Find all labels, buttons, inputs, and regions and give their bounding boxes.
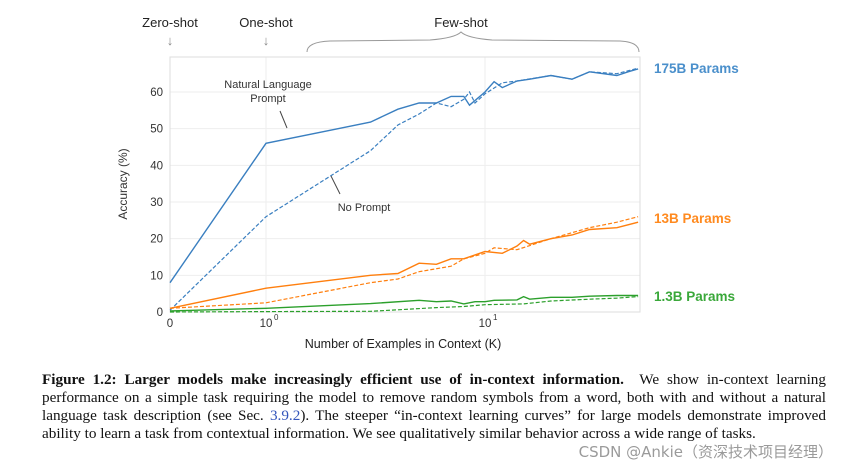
caption-label: Figure 1.2: <box>42 371 117 388</box>
top-label-few-shot: Few-shot <box>434 15 488 30</box>
y-tick-label: 30 <box>150 197 163 209</box>
series-line-175b-params-dashed <box>169 67 639 311</box>
figure-caption: Figure 1.2: Larger models make increasin… <box>42 371 826 443</box>
arrow-one-shot: ↓ <box>263 33 270 48</box>
series-line-1-3b-params-dashed <box>169 296 639 313</box>
section-ref-link[interactable]: 3.9.2 <box>269 407 301 424</box>
x-tick-exponent: 1 <box>493 313 498 322</box>
top-label-one-shot: One-shot <box>239 15 293 30</box>
x-tick-label: 10 <box>479 318 492 330</box>
x-tick-label: 0 <box>167 318 173 330</box>
y-tick-label: 0 <box>157 307 163 319</box>
watermark: CSDN @Ankie（资深技术项目经理） <box>578 443 833 461</box>
x-tick-exponent: 0 <box>274 313 279 322</box>
series-line-13b-params-dashed <box>169 216 639 309</box>
y-tick-label: 20 <box>150 234 163 246</box>
x-axis-label: Number of Examples in Context (K) <box>305 337 502 351</box>
annotation-np-pointer <box>330 175 341 195</box>
legend-175b: 175B Params <box>654 61 739 76</box>
annotation-nl: Natural Language <box>224 79 311 91</box>
series-line-1-3b-params-solid <box>169 294 639 312</box>
caption-text: We show in-context learning performance … <box>42 371 826 424</box>
few-shot-brace <box>306 31 640 53</box>
caption-text-2: ). The steeper “in-context learning curv… <box>42 407 826 442</box>
y-tick-label: 50 <box>150 124 163 136</box>
plot-area <box>169 56 641 313</box>
annotation-nl-2: Prompt <box>250 93 285 105</box>
annotation-np: No Prompt <box>338 202 391 214</box>
y-tick-label: 40 <box>150 160 163 172</box>
top-label-zero-shot: Zero-shot <box>142 15 198 30</box>
annotation-nl-pointer <box>279 110 288 129</box>
caption-bold: Larger models make increasingly efficien… <box>124 371 624 388</box>
legend-13b: 13B Params <box>654 211 731 226</box>
arrow-zero-shot: ↓ <box>167 33 174 48</box>
y-tick-label: 10 <box>150 270 163 282</box>
series-line-175b-params-solid <box>169 68 639 284</box>
legend-1-3b: 1.3B Params <box>654 289 735 304</box>
y-tick-label: 60 <box>150 87 163 99</box>
x-tick-label: 10 <box>260 318 273 330</box>
series-line-13b-params-solid <box>169 221 639 309</box>
y-axis-label: Accuracy (%) <box>116 148 130 219</box>
